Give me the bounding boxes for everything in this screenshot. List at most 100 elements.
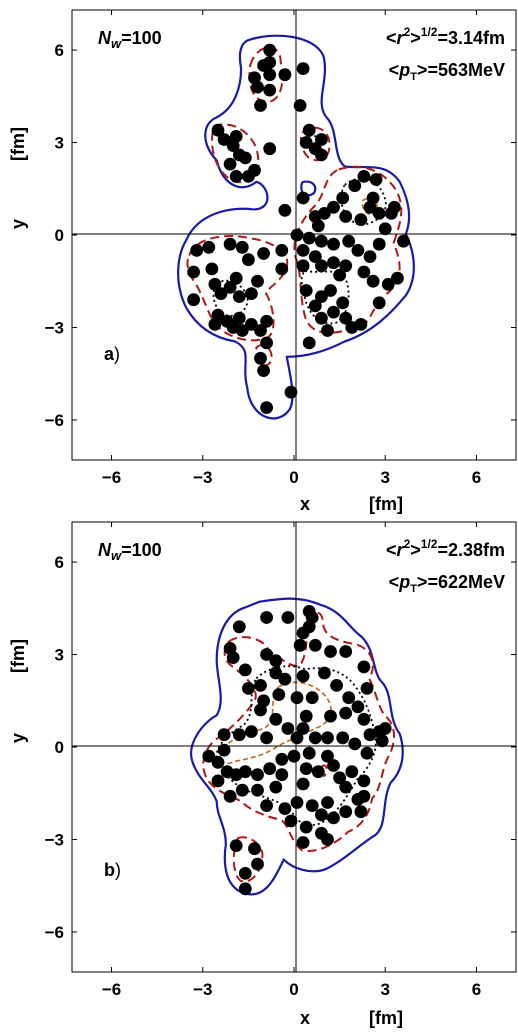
nucleon-point xyxy=(348,737,362,751)
nucleon-point xyxy=(211,756,225,769)
nucleon-point xyxy=(254,679,267,692)
nucleon-point xyxy=(223,789,237,803)
nucleon-point xyxy=(269,654,283,668)
nucleon-point xyxy=(260,401,273,414)
nucleon-point xyxy=(293,99,307,112)
y-axis-unit-a: [fm] xyxy=(8,127,28,161)
nucleon-point xyxy=(223,237,237,251)
nucleon-point xyxy=(235,240,249,254)
nucleon-point xyxy=(257,59,270,72)
x-tick-label: 3 xyxy=(380,980,389,999)
nucleon-point xyxy=(254,703,267,717)
nucleon-point xyxy=(211,123,225,137)
nucleon-point xyxy=(302,746,316,760)
nucleon-point xyxy=(357,660,371,674)
nucleon-point xyxy=(245,318,258,331)
nucleon-point xyxy=(321,796,334,809)
y-tick-label: 0 xyxy=(55,738,64,757)
nucleon-point xyxy=(257,247,270,260)
nucleon-point xyxy=(242,253,255,267)
nucleon-point xyxy=(296,62,310,75)
nucleon-point xyxy=(238,151,252,165)
nucleon-point xyxy=(263,43,277,57)
nucleon-point xyxy=(226,139,240,153)
nucleon-point xyxy=(208,277,222,291)
nucleon-point xyxy=(357,265,371,279)
nucleon-point xyxy=(336,191,350,205)
nucleon-point xyxy=(354,213,368,227)
nucleon-point xyxy=(302,336,316,350)
nucleon-point xyxy=(232,620,246,634)
nucleon-point xyxy=(284,385,298,399)
nucleon-point xyxy=(217,728,231,742)
y-axis-label-a: y xyxy=(8,219,28,229)
nucleon-point xyxy=(318,207,331,220)
y-tick-label: 6 xyxy=(55,553,64,572)
nucleon-point xyxy=(223,281,237,294)
nucleon-point xyxy=(360,746,374,760)
ticks-b: −6 −3 0 3 6 6 3 0 −3 −6 xyxy=(45,522,516,999)
nucleon-point xyxy=(248,163,261,177)
y-tick-label: −3 xyxy=(45,830,64,849)
nw-annotation-b: Nw=100 xyxy=(98,540,162,563)
nucleon-point xyxy=(360,682,374,695)
nucleon-point xyxy=(281,722,295,735)
nucleon-point xyxy=(302,231,316,245)
nucleon-point xyxy=(251,80,264,94)
nucleon-point xyxy=(296,777,310,791)
x-tick-label: 6 xyxy=(472,468,481,487)
nucleon-point xyxy=(308,299,322,313)
points-b xyxy=(202,605,392,896)
nucleon-point xyxy=(324,709,337,723)
nucleon-point xyxy=(327,811,340,825)
nucleon-point xyxy=(235,324,249,337)
nucleon-point xyxy=(260,611,273,624)
nucleon-point xyxy=(324,645,337,658)
nucleon-point xyxy=(278,68,292,82)
panel-label-b: b) xyxy=(104,860,121,880)
nucleon-point xyxy=(238,765,252,779)
nucleon-point xyxy=(311,765,325,779)
nucleon-point xyxy=(357,712,371,726)
nucleon-point xyxy=(296,244,310,257)
y-tick-label: −6 xyxy=(45,923,64,942)
nucleon-point xyxy=(187,293,201,307)
nucleon-point xyxy=(321,324,334,337)
nucleon-point xyxy=(245,725,258,738)
nucleon-point xyxy=(345,765,359,779)
nucleon-point xyxy=(202,749,216,763)
nucleon-point xyxy=(290,796,304,809)
nucleon-point xyxy=(327,759,340,772)
y-tick-label: 6 xyxy=(55,41,64,60)
nucleon-point xyxy=(357,774,371,788)
nucleon-point xyxy=(308,638,322,652)
nucleon-point xyxy=(272,688,286,701)
nucleon-point xyxy=(339,210,353,223)
nucleon-point xyxy=(251,768,264,782)
nucleon-point xyxy=(275,752,289,766)
nucleon-point xyxy=(214,287,228,300)
x-tick-label: −6 xyxy=(102,468,121,487)
y-axis-unit-b: [fm] xyxy=(8,639,28,673)
y-tick-label: 3 xyxy=(55,134,64,153)
nucleon-point xyxy=(242,682,255,695)
nucleon-point xyxy=(299,762,313,775)
nucleon-point xyxy=(245,287,258,300)
nucleon-point xyxy=(299,136,313,149)
nucleon-point xyxy=(372,207,386,220)
nucleon-point xyxy=(229,839,243,852)
nucleon-point xyxy=(342,234,356,248)
nucleon-point xyxy=(315,259,328,273)
nucleon-point xyxy=(238,867,252,880)
nucleon-point xyxy=(235,783,249,797)
nucleon-point xyxy=(372,237,386,251)
nucleon-point xyxy=(354,318,368,331)
nucleon-point xyxy=(336,296,350,310)
nucleon-point xyxy=(372,296,386,310)
nucleon-point xyxy=(290,228,304,242)
nucleon-point xyxy=(254,351,267,365)
nucleon-point xyxy=(281,611,295,624)
nucleon-point xyxy=(330,679,343,692)
nucleon-point xyxy=(202,240,216,254)
x-tick-label: 3 xyxy=(380,468,389,487)
